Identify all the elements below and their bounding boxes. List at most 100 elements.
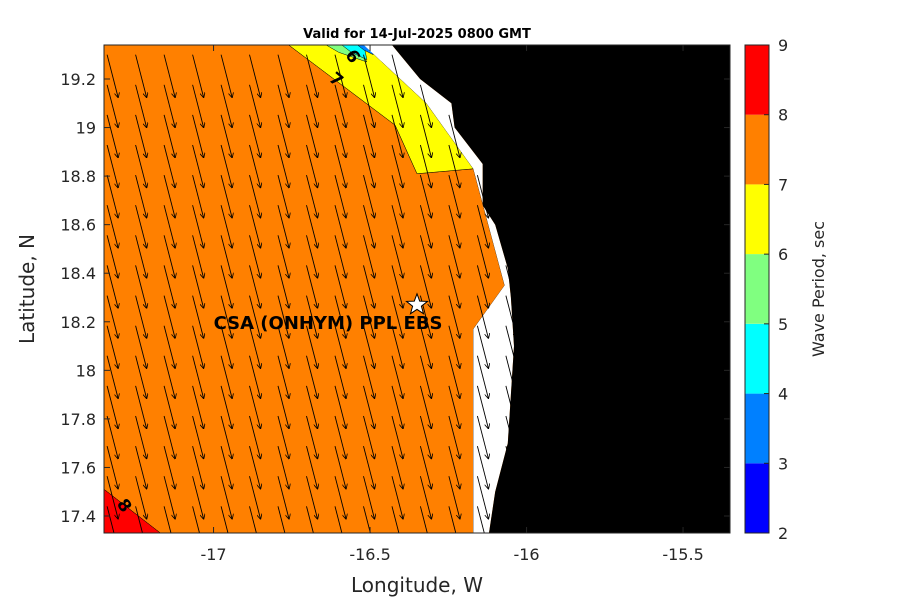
direction-arrow (106, 415, 118, 459)
colorbar-tick-label: 8 (778, 106, 788, 125)
direction-arrow (277, 295, 289, 339)
direction-arrow (306, 295, 318, 339)
direction-arrow (476, 415, 488, 459)
direction-arrow (391, 144, 403, 188)
direction-arrow (419, 84, 431, 128)
direction-arrow (391, 235, 403, 278)
y-tick-label: 18.4 (60, 264, 96, 283)
direction-arrow (135, 295, 147, 339)
no-data-region (363, 45, 514, 533)
direction-arrow (334, 84, 346, 128)
direction-arrow (249, 325, 261, 369)
direction-arrow (163, 174, 175, 218)
direction-arrow (306, 506, 314, 533)
direction-arrow (363, 355, 375, 399)
colorbar-segment (745, 393, 769, 464)
direction-arrow (106, 476, 118, 519)
direction-arrow (106, 445, 118, 489)
y-tick-label: 18.2 (60, 313, 96, 332)
direction-arrow (505, 445, 517, 489)
direction-arrow (306, 445, 318, 489)
direction-arrow (220, 235, 232, 278)
direction-arrow (277, 84, 289, 128)
direction-arrow (192, 325, 204, 369)
direction-arrow (249, 476, 261, 519)
direction-arrow (135, 54, 147, 98)
direction-arrow (476, 476, 488, 519)
direction-arrow (448, 415, 460, 459)
direction-arrow (277, 325, 289, 369)
direction-arrow (249, 205, 261, 248)
direction-arrow (476, 445, 488, 489)
direction-arrow (163, 506, 172, 533)
direction-arrow (163, 265, 175, 308)
direction-arrow (363, 506, 371, 533)
direction-arrow (192, 235, 204, 278)
direction-arrow (448, 385, 460, 429)
direction-arrow (419, 445, 431, 489)
direction-arrow (135, 265, 147, 308)
direction-arrow (363, 415, 375, 459)
direction-arrow (192, 506, 200, 533)
colorbar-tick-label: 9 (778, 36, 788, 55)
direction-arrow (306, 205, 318, 248)
direction-arrow (334, 445, 346, 489)
station-star-icon (405, 292, 429, 315)
station-label: CSA (ONHYM) PPL EBS (214, 313, 443, 334)
direction-arrow (106, 355, 118, 399)
y-tick-label: 18.8 (60, 167, 96, 186)
direction-arrow (192, 144, 204, 188)
direction-arrow (306, 84, 318, 128)
direction-arrow (334, 144, 346, 188)
direction-arrow (249, 506, 257, 533)
plot-area: 678 (104, 45, 730, 533)
direction-arrow (135, 506, 143, 533)
direction-arrow (363, 84, 375, 128)
direction-arrow (135, 325, 147, 369)
direction-arrow (277, 265, 289, 308)
direction-arrow (391, 54, 403, 98)
direction-arrow (306, 385, 318, 429)
direction-arrow (106, 295, 118, 339)
direction-arrow (249, 84, 261, 128)
direction-arrow (277, 144, 289, 188)
y-tick-label: 17.8 (60, 410, 96, 429)
colorbar-tick-label: 2 (778, 524, 788, 543)
direction-arrow (163, 385, 175, 429)
y-tick-label: 18.6 (60, 216, 96, 235)
station: CSA (ONHYM) PPL EBS (214, 292, 443, 334)
direction-arrow (135, 144, 147, 188)
direction-arrow (135, 84, 147, 128)
direction-arrow (192, 174, 204, 218)
direction-arrow (448, 205, 460, 248)
direction-arrow (448, 265, 460, 308)
land-mask (392, 45, 730, 533)
direction-arrow (249, 235, 261, 278)
direction-arrow (135, 114, 147, 158)
x-axis-label: Longitude, W (351, 573, 483, 597)
direction-arrow (192, 54, 204, 98)
direction-arrow (391, 445, 403, 489)
direction-arrow (135, 476, 147, 519)
direction-arrow (391, 506, 400, 533)
direction-arrow (476, 174, 488, 218)
direction-arrow (106, 385, 118, 429)
direction-arrow (363, 144, 375, 188)
direction-arrow (163, 144, 175, 188)
direction-arrow (249, 295, 261, 339)
direction-arrow (220, 265, 232, 308)
direction-arrow (334, 205, 346, 248)
direction-arrow (163, 205, 175, 248)
direction-arrow (135, 415, 147, 459)
direction-arrow (476, 506, 485, 533)
direction-arrow (163, 295, 175, 339)
direction-arrow (448, 295, 460, 339)
direction-arrow (419, 476, 431, 519)
direction-arrow (448, 506, 457, 533)
y-tick-label: 17.4 (60, 507, 96, 526)
direction-arrow (135, 205, 147, 248)
direction-arrow (220, 295, 232, 339)
direction-arrow (306, 114, 318, 158)
direction-arrow (306, 355, 318, 399)
direction-arrow (192, 114, 204, 158)
